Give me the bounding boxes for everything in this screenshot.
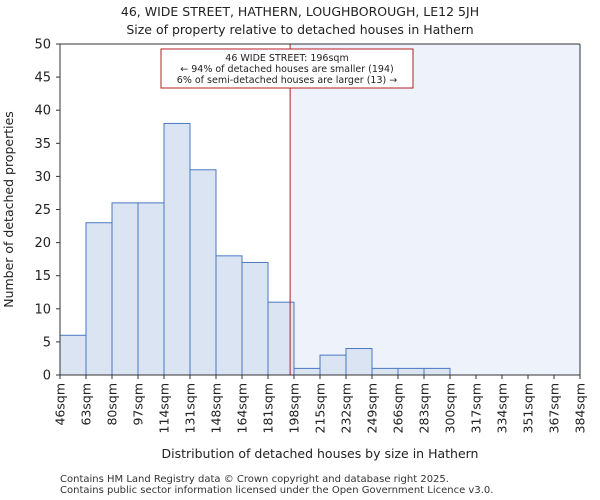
y-tick-label: 25	[34, 203, 51, 218]
chart-title: 46, WIDE STREET, HATHERN, LOUGHBOROUGH, …	[120, 4, 480, 19]
annotation-box	[160, 48, 414, 89]
bar-215sqm	[319, 354, 347, 376]
x-tick-label: 148sqm	[209, 383, 224, 433]
y-tick-label: 35	[34, 137, 51, 152]
annotation-line-2: ← 94% of detached houses are smaller (19…	[180, 64, 393, 75]
y-tick-label: 0	[43, 369, 51, 384]
bar-198sqm	[293, 367, 321, 376]
x-tick-label: 198sqm	[287, 383, 302, 433]
footer-line-1: Contains HM Land Registry data © Crown c…	[60, 474, 449, 485]
x-tick-label: 181sqm	[261, 383, 276, 433]
bar-266sqm	[397, 367, 425, 376]
highlight-region	[290, 44, 580, 375]
y-tick-label: 20	[34, 236, 51, 251]
x-tick-label: 63sqm	[79, 383, 94, 426]
bar-249sqm	[371, 367, 399, 376]
x-tick-label: 334sqm	[495, 383, 510, 433]
annotation-line-1: 46 WIDE STREET: 196sqm	[225, 53, 348, 64]
x-tick-label: 215sqm	[313, 383, 328, 433]
x-tick-label: 351sqm	[521, 383, 536, 433]
x-axis-title: Distribution of detached houses by size …	[162, 446, 479, 461]
x-tick-label: 164sqm	[235, 383, 250, 433]
x-tick-label: 300sqm	[443, 383, 458, 433]
bar-283sqm	[423, 367, 451, 376]
x-tick-label: 80sqm	[105, 383, 120, 426]
y-tick-label: 30	[34, 170, 51, 185]
x-tick-label: 317sqm	[469, 383, 484, 433]
y-tick-label: 5	[43, 335, 51, 350]
y-axis-title: Number of detached properties	[1, 111, 16, 308]
y-tick-label: 50	[34, 38, 51, 53]
x-tick-label: 266sqm	[391, 383, 406, 433]
bar-131sqm	[189, 169, 217, 376]
bar-46sqm	[59, 334, 87, 376]
y-tick-label: 45	[34, 71, 51, 86]
chart-subtitle: Size of property relative to detached ho…	[126, 22, 474, 37]
bar-164sqm	[241, 261, 269, 376]
x-tick-label: 131sqm	[183, 383, 198, 433]
bar-80sqm	[111, 202, 139, 376]
y-tick-label: 40	[34, 104, 51, 119]
y-tick-label: 10	[34, 302, 51, 317]
bar-63sqm	[85, 222, 113, 376]
x-tick-label: 232sqm	[339, 383, 354, 433]
x-tick-label: 46sqm	[53, 383, 68, 426]
bar-232sqm	[345, 348, 373, 376]
x-tick-label: 114sqm	[157, 383, 172, 433]
x-tick-label: 97sqm	[131, 383, 146, 426]
annotation-line-3: 6% of semi-detached houses are larger (1…	[177, 75, 397, 86]
y-tick-label: 15	[34, 269, 51, 284]
x-tick-label: 249sqm	[365, 383, 380, 433]
x-tick-label: 283sqm	[417, 383, 432, 433]
bar-148sqm	[215, 255, 243, 376]
bar-97sqm	[137, 202, 165, 376]
bar-114sqm	[163, 122, 191, 376]
x-tick-label: 367sqm	[547, 383, 562, 433]
x-tick-label: 384sqm	[573, 383, 588, 433]
footer-line-2: Contains public sector information licen…	[60, 485, 494, 496]
